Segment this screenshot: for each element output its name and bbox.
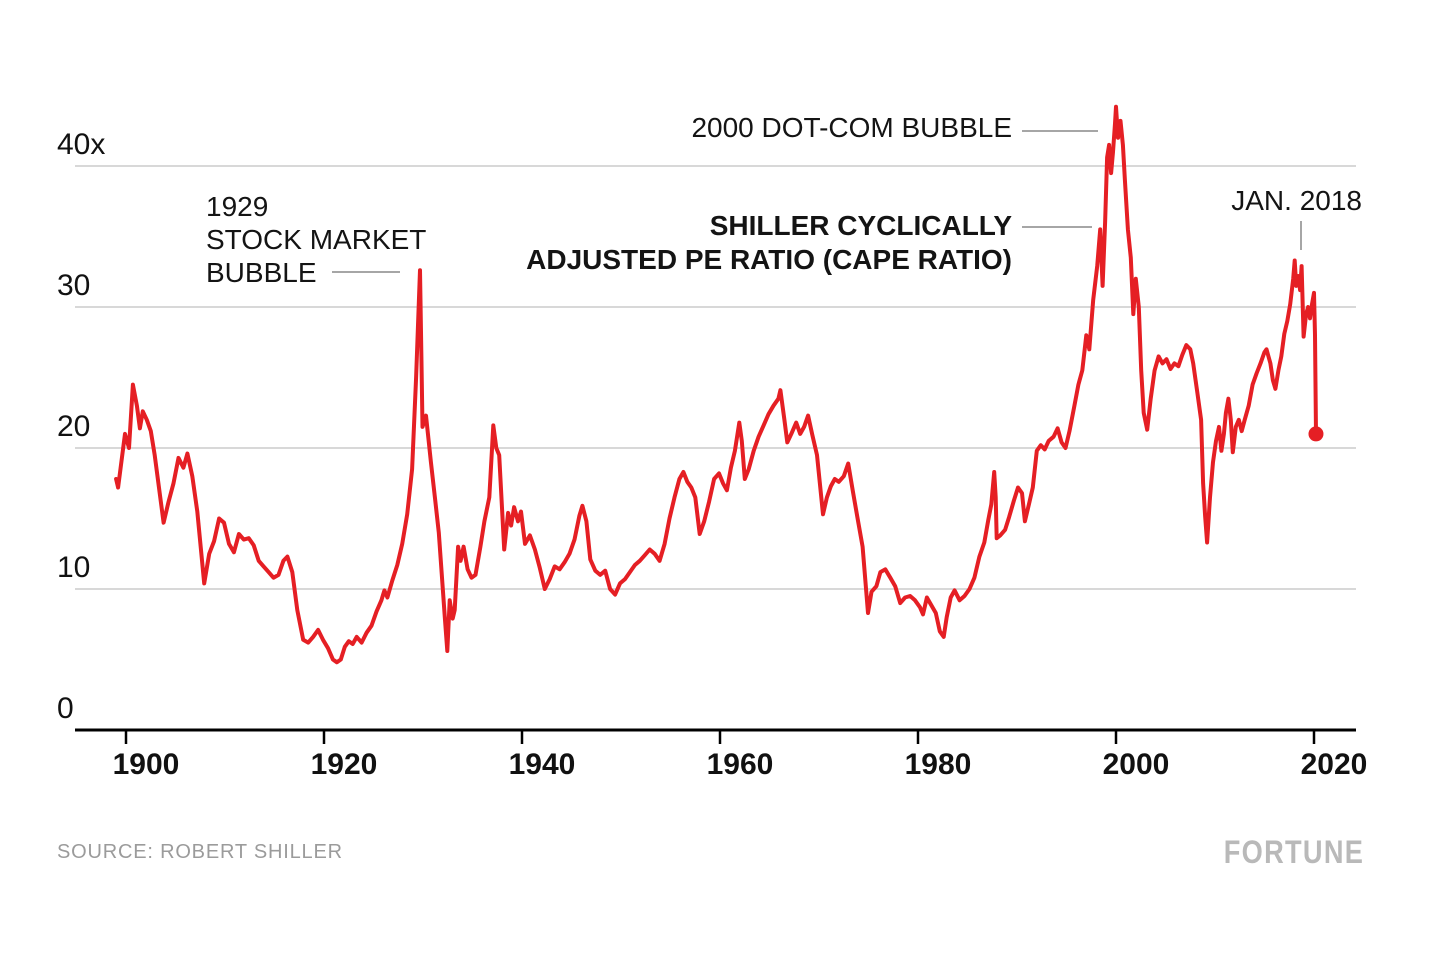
y-axis-label-40: 40x (57, 128, 106, 161)
x-axis-label-2000: 2000 (1102, 748, 1170, 781)
annotation-1929-bubble: 1929 STOCK MARKET BUBBLE (206, 190, 426, 289)
x-axis-label-2020: 2020 (1300, 748, 1368, 781)
y-axis-label-30: 30 (57, 269, 91, 302)
x-axis-label-1980: 1980 (904, 748, 972, 781)
annotation-dotcom-bubble: 2000 DOT-COM BUBBLE (691, 112, 1012, 143)
series-layer (114, 104, 1324, 665)
x-axis-label-1960: 1960 (706, 748, 774, 781)
y-axis-label-0: 0 (57, 692, 74, 725)
annotation-jan-2018: JAN. 2018 (1231, 185, 1362, 216)
chart-title-line1: SHILLER CYCLICALLY (709, 210, 1012, 241)
annotation-1929-line3: BUBBLE (206, 257, 317, 288)
x-axis-label-1900: 1900 (112, 748, 180, 781)
gridlines-layer (75, 165, 1356, 744)
x-axis-label-1920: 1920 (310, 748, 378, 781)
x-axis-label-1940: 1940 (508, 748, 576, 781)
source-credit: SOURCE: ROBERT SHILLER (57, 841, 343, 863)
annotation-1929-line2: STOCK MARKET (206, 224, 427, 255)
fortune-logo: FORTUNE (1223, 834, 1364, 870)
chart-title: SHILLER CYCLICALLY ADJUSTED PE RATIO (CA… (526, 209, 1012, 277)
chart-title-line2: ADJUSTED PE RATIO (CAPE RATIO) (526, 244, 1012, 275)
cape-ratio-series-line (114, 104, 1318, 665)
annotation-1929-line1: 1929 (206, 191, 269, 222)
y-axis-label-10: 10 (57, 551, 91, 584)
series-end-dot (1308, 426, 1324, 442)
y-axis-label-20: 20 (57, 410, 91, 443)
